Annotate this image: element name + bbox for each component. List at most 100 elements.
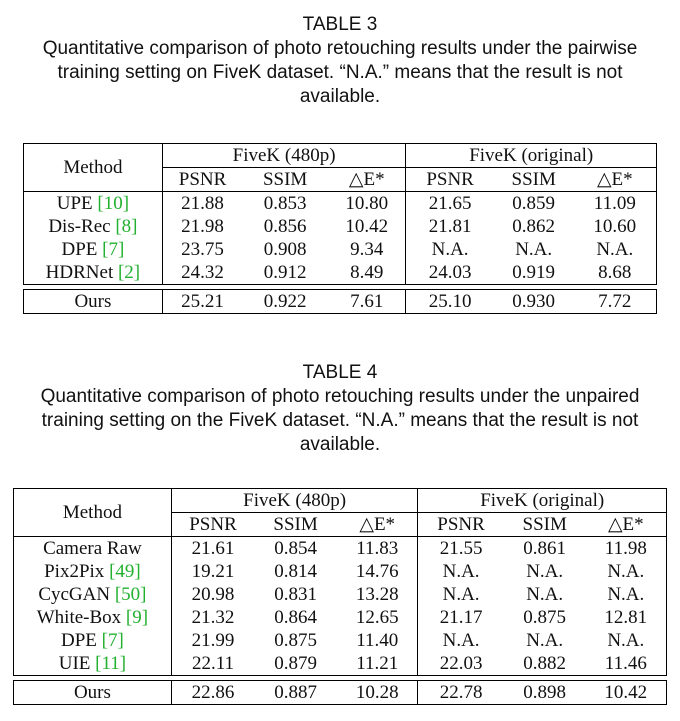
psnr-header: PSNR	[161, 167, 243, 192]
citation-link[interactable]: [9]	[125, 607, 149, 628]
value-cell: 0.879	[254, 652, 338, 676]
table4: Method FiveK (480p) FiveK (original) PSN…	[13, 488, 667, 705]
method-name: Pix2Pix	[44, 561, 105, 582]
value-cell: N.A.	[573, 238, 657, 261]
table3-body: Method FiveK (480p) FiveK (original) PSN…	[23, 143, 657, 314]
value-cell: 22.11	[170, 652, 255, 676]
value-cell: N.A.	[526, 630, 564, 651]
value-cell: 10.28	[337, 680, 418, 705]
table3: Method FiveK (480p) FiveK (original) PSN…	[23, 143, 657, 314]
value-cell: 0.861	[523, 538, 567, 559]
method-name: White-Box	[36, 607, 122, 628]
value-cell: 25.10	[405, 289, 494, 314]
group-header-original: FiveK (original)	[417, 488, 667, 513]
ours-row: Ours 25.21 0.922 7.61 25.10 0.930 7.72	[23, 289, 657, 314]
method-cell: Dis-Rec [8]	[23, 215, 163, 238]
ssim-header: SSIM	[242, 167, 329, 192]
method-cell: DPE [7]	[13, 629, 172, 652]
value-cell: 0.908	[263, 239, 307, 260]
value-cell: 8.68	[573, 261, 657, 285]
value-cell: 0.859	[512, 193, 556, 214]
value-cell: 0.864	[274, 607, 317, 628]
psnr-header: PSNR	[417, 512, 504, 537]
value-cell: 22.03	[417, 652, 504, 676]
group-header-480p: FiveK (480p)	[161, 143, 406, 168]
table3-caption: TABLE 3 Quantitative comparison of photo…	[0, 13, 680, 109]
table4-body: Method FiveK (480p) FiveK (original) PSN…	[13, 488, 667, 705]
value-cell: 21.61	[170, 536, 255, 560]
table3-number: TABLE 3	[302, 14, 378, 35]
value-cell: 7.61	[328, 289, 406, 314]
value-cell: 22.86	[170, 680, 255, 705]
method-cell: Camera Raw	[13, 536, 172, 560]
value-cell: N.A.	[417, 560, 504, 583]
value-cell: 11.46	[585, 652, 667, 676]
table-row: Pix2Pix [49] 19.21 0.814 14.76 N.A. N.A. N.A.	[13, 560, 667, 583]
table-row: UIE [11] 22.11 0.879 11.21 22.03 0.882 11.46	[13, 652, 667, 676]
method-name: Dis-Rec	[48, 216, 111, 237]
citation-link[interactable]: [7]	[101, 630, 124, 651]
value-cell: 21.65	[405, 191, 494, 215]
citation-link[interactable]: [49]	[109, 561, 141, 582]
value-cell: N.A.	[417, 629, 504, 652]
value-cell: 0.814	[274, 561, 317, 582]
value-cell: 0.854	[274, 538, 317, 559]
citation-link[interactable]: [50]	[114, 584, 147, 605]
value-cell: 21.32	[170, 606, 255, 629]
value-cell: 12.65	[355, 607, 399, 628]
value-cell: N.A.	[585, 560, 667, 583]
delta-e-header: △E*	[585, 512, 667, 537]
ssim-header: SSIM	[503, 512, 586, 537]
value-cell: 21.81	[405, 215, 494, 238]
table3-caption-line: available.	[299, 86, 381, 107]
table-row: White-Box [9] 21.32 0.864 12.65 21.17 0.875 12…	[13, 606, 667, 629]
value-cell: 21.99	[170, 629, 255, 652]
ssim-header: SSIM	[493, 167, 574, 192]
table4-caption-line: available.	[299, 434, 381, 455]
citation-link[interactable]: [10]	[97, 193, 130, 214]
table-row: Dis-Rec [8] 21.98 0.856 10.42 21.81 0.862 10.6…	[23, 215, 657, 238]
value-cell: 11.40	[356, 630, 399, 651]
value-cell: 0.930	[493, 289, 574, 314]
value-cell: N.A.	[585, 583, 667, 606]
citation-link[interactable]: [8]	[115, 216, 138, 237]
value-cell: 7.72	[573, 289, 657, 314]
method-cell: CycGAN [50]	[13, 583, 172, 606]
psnr-header: PSNR	[405, 167, 494, 192]
method-cell: Ours	[13, 680, 172, 705]
value-cell: 8.49	[328, 261, 406, 285]
table-row: CycGAN [50] 20.98 0.831 13.28 N.A. N.A. N.A.	[13, 583, 667, 606]
value-cell: N.A.	[417, 583, 504, 606]
method-cell: Pix2Pix [49]	[13, 560, 172, 583]
table3-caption-line: Quantitative comparison of photo retouch…	[42, 38, 638, 59]
group-header-original: FiveK (original)	[405, 143, 657, 168]
table4-caption-line: Quantitative comparison of photo retouch…	[40, 386, 640, 407]
delta-e-header: △E*	[573, 167, 657, 192]
value-cell: N.A.	[405, 238, 494, 261]
value-cell: 10.60	[573, 215, 657, 238]
value-cell: 24.32	[161, 261, 243, 285]
value-cell: 21.17	[417, 606, 504, 629]
value-cell: 20.98	[170, 583, 255, 606]
value-cell: 10.80	[345, 193, 389, 214]
value-cell: 25.21	[161, 289, 243, 314]
value-cell: N.A.	[515, 239, 553, 260]
table-row: DPE [7] 23.75 0.908 9.34 N.A. N.A. N.A.	[23, 238, 657, 261]
value-cell: N.A.	[585, 629, 667, 652]
value-cell: 0.862	[512, 216, 556, 237]
value-cell: 22.78	[417, 680, 504, 705]
citation-link[interactable]: [11]	[95, 653, 127, 674]
table-row: HDRNet [2] 24.32 0.912 8.49 24.03 0.919 8.68	[23, 261, 657, 285]
value-cell: 0.856	[263, 216, 307, 237]
method-header: Method	[13, 488, 172, 537]
method-header: Method	[23, 143, 163, 192]
method-name: DPE	[61, 239, 98, 260]
value-cell: 0.853	[263, 193, 307, 214]
citation-link[interactable]: [7]	[102, 239, 125, 260]
citation-link[interactable]: [2]	[117, 262, 141, 283]
value-cell: 11.09	[573, 191, 657, 215]
value-cell: 23.75	[161, 238, 243, 261]
method-name: UPE	[56, 193, 93, 214]
method-cell: Ours	[23, 289, 163, 314]
value-cell: 21.88	[161, 191, 243, 215]
